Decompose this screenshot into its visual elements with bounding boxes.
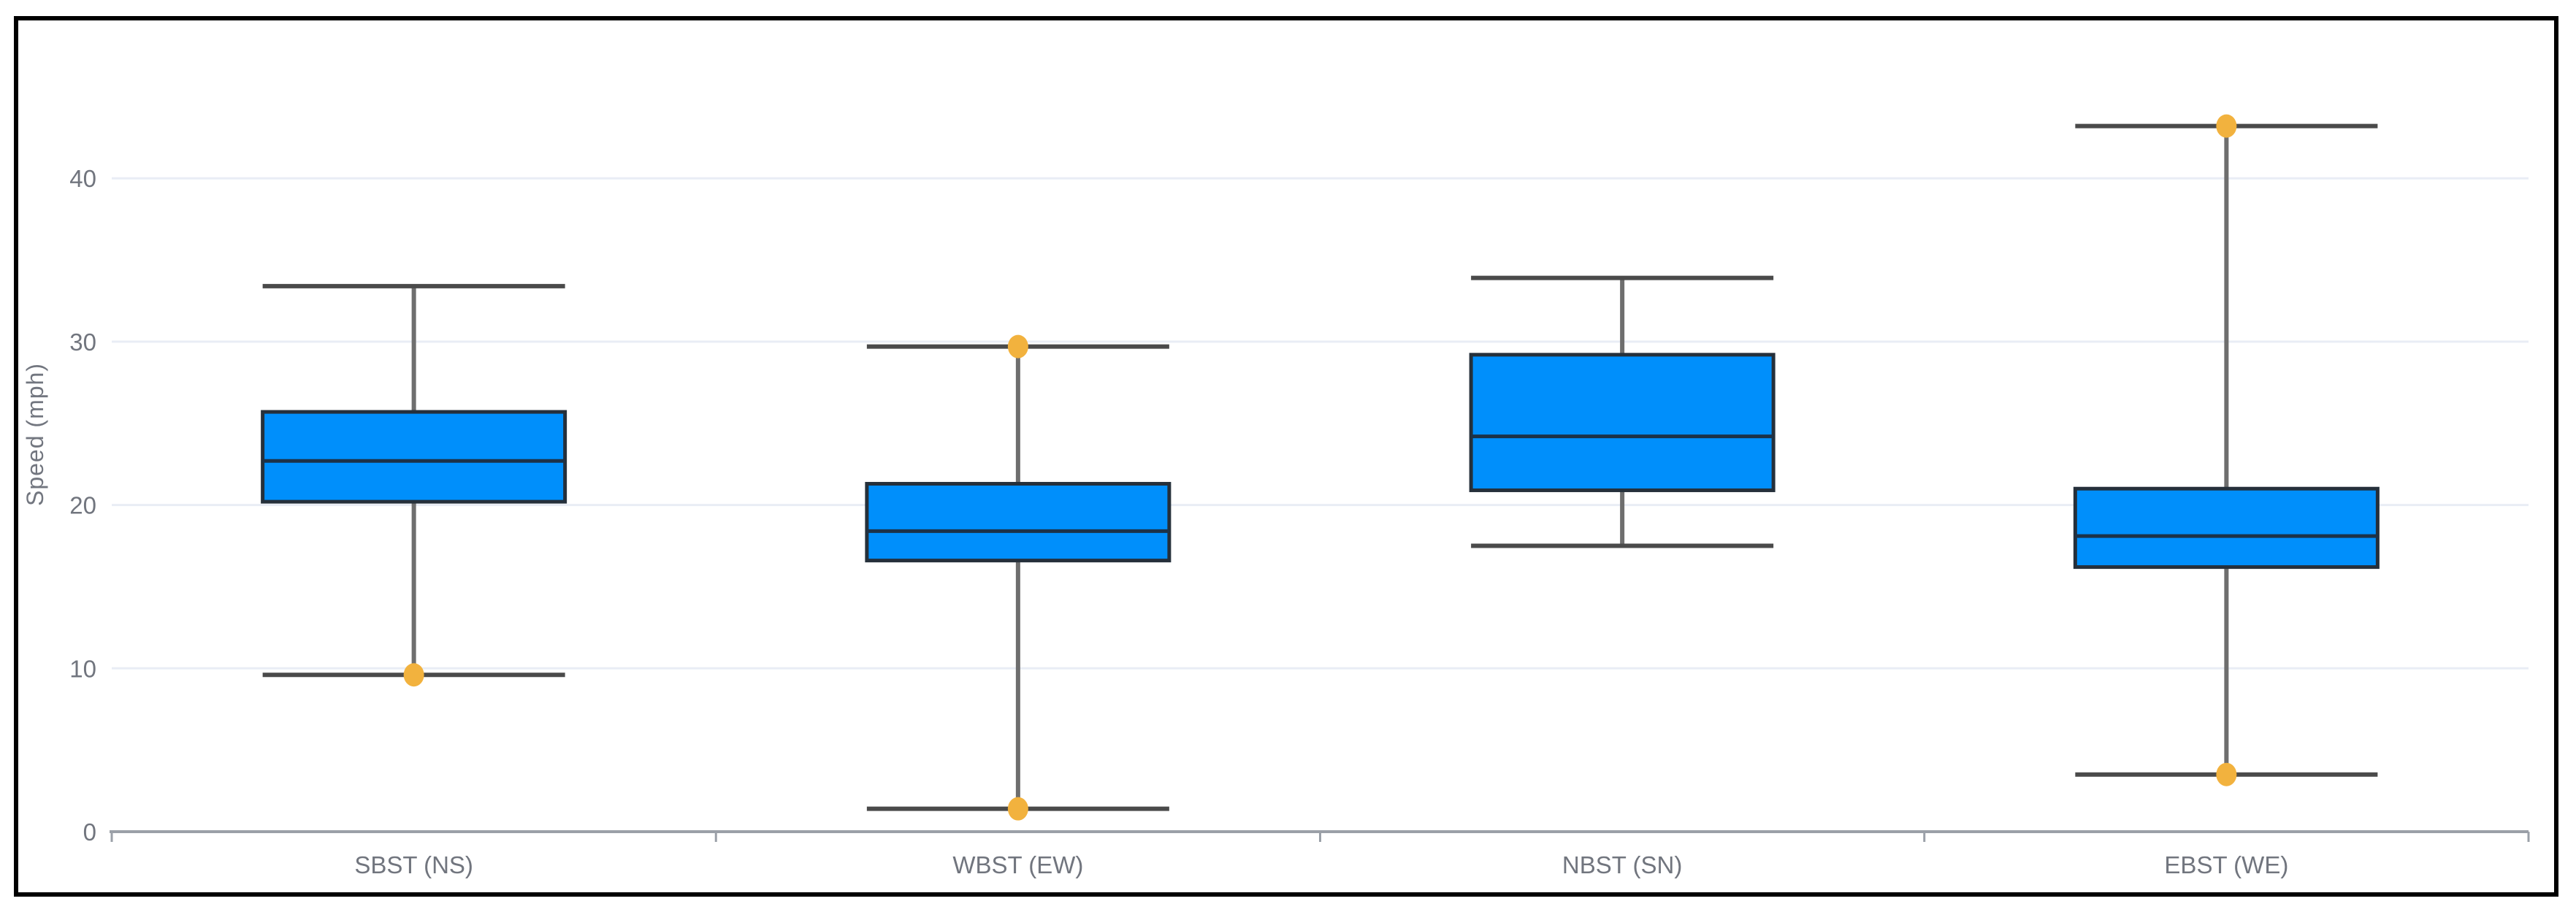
x-category-label: NBST (SN) (1562, 851, 1682, 878)
y-tick-label: 40 (69, 165, 96, 192)
box[interactable] (261, 410, 567, 504)
box[interactable] (865, 482, 1172, 563)
y-tick-label: 0 (83, 819, 96, 846)
outlier-dot[interactable] (1007, 334, 1028, 359)
x-category-label: WBST (EW) (952, 851, 1083, 878)
box[interactable] (1469, 353, 1776, 492)
y-tick-label: 20 (69, 492, 96, 519)
outlier-dot[interactable] (2216, 114, 2237, 138)
y-axis-title: Speed (mph) (22, 363, 48, 506)
box[interactable] (2073, 486, 2380, 570)
y-tick-label: 10 (69, 655, 96, 682)
x-category-label: EBST (WE) (2164, 851, 2288, 878)
outlier-dot[interactable] (1007, 797, 1028, 821)
x-category-label: SBST (NS) (354, 851, 473, 878)
outlier-dot[interactable] (403, 663, 424, 687)
outlier-dot[interactable] (2216, 762, 2237, 786)
y-tick-label: 30 (69, 329, 96, 356)
